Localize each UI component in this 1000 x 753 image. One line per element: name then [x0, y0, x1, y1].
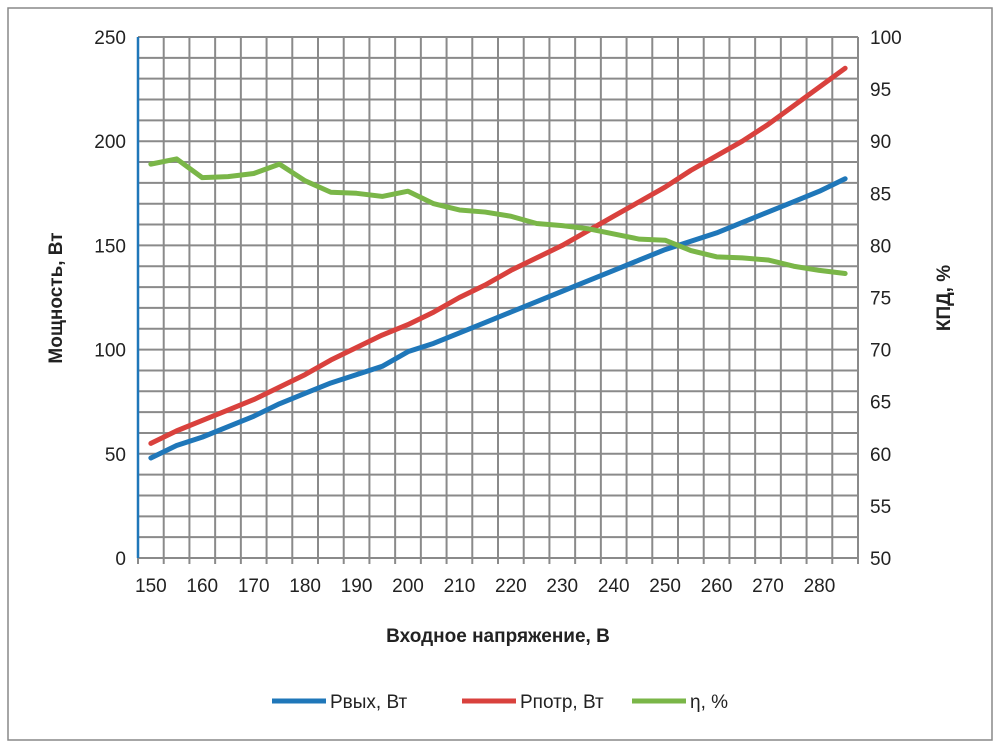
legend-label: η, %	[690, 692, 728, 713]
y2-axis-title: КПД, %	[934, 265, 955, 331]
legend-label: Pвых, Вт	[330, 692, 408, 713]
x-tick-label: 160	[186, 576, 218, 597]
y-tick-label: 50	[105, 445, 126, 466]
x-tick-label: 240	[598, 576, 630, 597]
x-tick-label: 210	[444, 576, 476, 597]
x-axis-title: Входное напряжение, В	[386, 626, 610, 647]
y2-tick-label: 80	[870, 236, 891, 257]
y2-tick-label: 90	[870, 132, 891, 153]
y-tick-label: 0	[115, 549, 126, 570]
legend-label: Pпотр, Вт	[520, 692, 604, 713]
y2-tick-label: 65	[870, 393, 891, 414]
x-tick-label: 180	[289, 576, 321, 597]
y2-tick-label: 60	[870, 445, 891, 466]
x-tick-label: 250	[649, 576, 681, 597]
x-tick-label: 150	[135, 576, 167, 597]
x-tick-label: 190	[341, 576, 373, 597]
x-tick-label: 200	[392, 576, 424, 597]
y2-tick-label: 95	[870, 80, 891, 101]
y2-tick-label: 75	[870, 289, 891, 310]
y2-tick-label: 70	[870, 341, 891, 362]
y-tick-label: 250	[94, 28, 126, 49]
x-tick-label: 230	[546, 576, 578, 597]
x-tick-label: 280	[804, 576, 836, 597]
y2-tick-label: 50	[870, 549, 891, 570]
y-axis-title: Мощность, Вт	[46, 232, 67, 363]
y2-tick-label: 85	[870, 184, 891, 205]
y2-tick-label: 55	[870, 497, 891, 518]
y-tick-label: 200	[94, 132, 126, 153]
x-tick-label: 260	[701, 576, 733, 597]
x-tick-label: 170	[238, 576, 270, 597]
y-tick-label: 150	[94, 236, 126, 257]
x-tick-label: 270	[752, 576, 784, 597]
y-tick-label: 100	[94, 341, 126, 362]
x-tick-label: 220	[495, 576, 527, 597]
y2-tick-label: 100	[870, 28, 902, 49]
